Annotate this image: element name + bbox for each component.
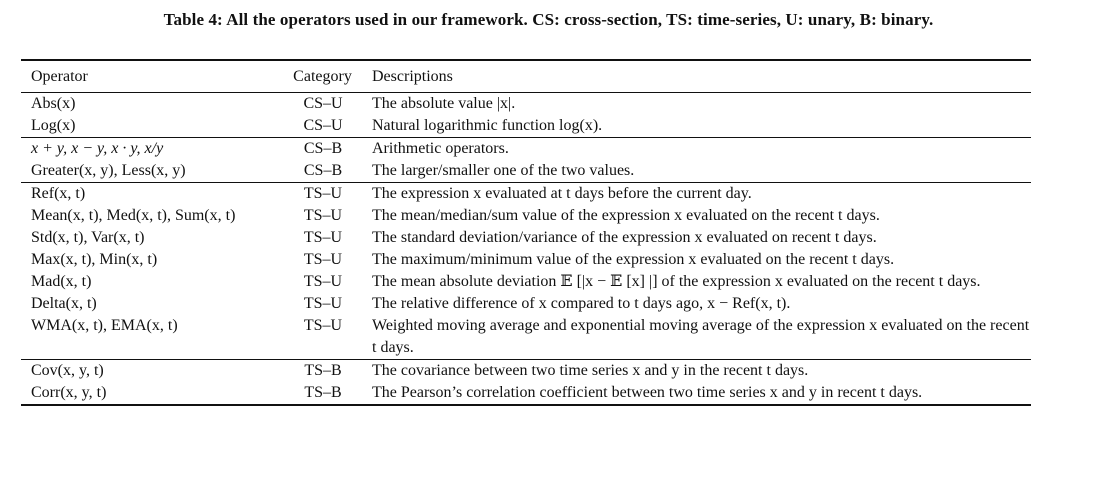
header-category: Category <box>293 67 352 85</box>
operator-cell: Mad(x, t) <box>31 272 92 290</box>
description-cell: The larger/smaller one of the two values… <box>372 161 635 179</box>
operator-cell: WMA(x, t), EMA(x, t) <box>31 316 178 334</box>
table-row: Mean(x, t), Med(x, t), Sum(x, t) TS–U Th… <box>21 205 1031 227</box>
table-row: Mad(x, t) TS–U The mean absolute deviati… <box>21 271 1031 293</box>
description-cell: Weighted moving average and exponential … <box>372 316 1030 356</box>
category-cell: CS–B <box>303 161 343 179</box>
description-cell: The relative difference of x compared to… <box>372 294 791 312</box>
table-row: Std(x, t), Var(x, t) TS–U The standard d… <box>21 227 1031 249</box>
description-cell: The mean absolute deviation 𝔼 [|x − 𝔼 [x… <box>372 272 981 290</box>
operators-table: Operator Category Descriptions Abs(x) CS… <box>21 59 1031 406</box>
category-cell: TS–U <box>303 316 343 334</box>
operator-cell: Max(x, t), Min(x, t) <box>31 250 158 268</box>
table-caption: Table 4: All the operators used in our f… <box>163 10 934 29</box>
table-row: Delta(x, t) TS–U The relative difference… <box>21 293 1031 315</box>
table-header-row: Operator Category Descriptions <box>21 60 1031 92</box>
operator-cell: Ref(x, t) <box>21 181 284 205</box>
operator-cell: Greater(x, y), Less(x, y) <box>31 161 186 179</box>
table-row: Abs(x) CS–U The absolute value |x|. <box>21 92 1031 115</box>
category-cell: CS–B <box>284 136 362 160</box>
category-cell: TS–U <box>284 181 362 205</box>
table-row: Max(x, t), Min(x, t) TS–U The maximum/mi… <box>21 249 1031 271</box>
description-cell: The covariance between two time series x… <box>362 358 1031 382</box>
operator-cell: Delta(x, t) <box>31 294 97 312</box>
description-cell: The Pearson’s correlation coefficient be… <box>362 381 1031 406</box>
table-row: Cov(x, y, t) TS–B The covariance between… <box>21 358 1031 382</box>
description-cell: Natural logarithmic function log(x). <box>372 116 603 134</box>
category-cell: TS–B <box>284 358 362 382</box>
category-cell: TS–U <box>303 272 343 290</box>
operator-cell: Cov(x, y, t) <box>21 358 284 382</box>
table-row: Ref(x, t) TS–U The expression x evaluate… <box>21 181 1031 205</box>
description-cell: The standard deviation/variance of the e… <box>372 228 877 246</box>
description-cell: The expression x evaluated at t days bef… <box>362 181 1031 205</box>
operator-cell: Std(x, t), Var(x, t) <box>31 228 145 246</box>
category-cell: TS–U <box>303 228 343 246</box>
table-row: Log(x) CS–U Natural logarithmic function… <box>21 115 1031 138</box>
operator-cell: Log(x) <box>31 116 76 134</box>
description-cell: Arithmetic operators. <box>362 136 1031 160</box>
operator-cell: Mean(x, t), Med(x, t), Sum(x, t) <box>31 206 236 224</box>
operator-cell: x + y, x − y, x · y, x/y <box>21 136 284 160</box>
table-row: WMA(x, t), EMA(x, t) TS–U Weighted movin… <box>21 315 1031 360</box>
category-cell: TS–U <box>303 206 343 224</box>
description-cell: The maximum/minimum value of the express… <box>372 250 895 268</box>
category-cell: TS–B <box>284 381 362 406</box>
operator-cell: Abs(x) <box>31 94 76 112</box>
category-cell: CS–U <box>303 94 343 112</box>
description-cell: The absolute value |x|. <box>372 94 516 112</box>
table-row: Greater(x, y), Less(x, y) CS–B The large… <box>21 160 1031 183</box>
table-row: Corr(x, y, t) TS–B The Pearson’s correla… <box>21 381 1031 406</box>
header-operator: Operator <box>31 67 88 85</box>
category-cell: TS–U <box>303 250 343 268</box>
category-cell: TS–U <box>303 294 343 312</box>
category-cell: CS–U <box>303 116 343 134</box>
description-cell: The mean/median/sum value of the express… <box>372 206 880 224</box>
table-row: x + y, x − y, x · y, x/y CS–B Arithmetic… <box>21 136 1031 160</box>
header-description: Descriptions <box>372 67 453 85</box>
operator-cell: Corr(x, y, t) <box>21 381 284 406</box>
